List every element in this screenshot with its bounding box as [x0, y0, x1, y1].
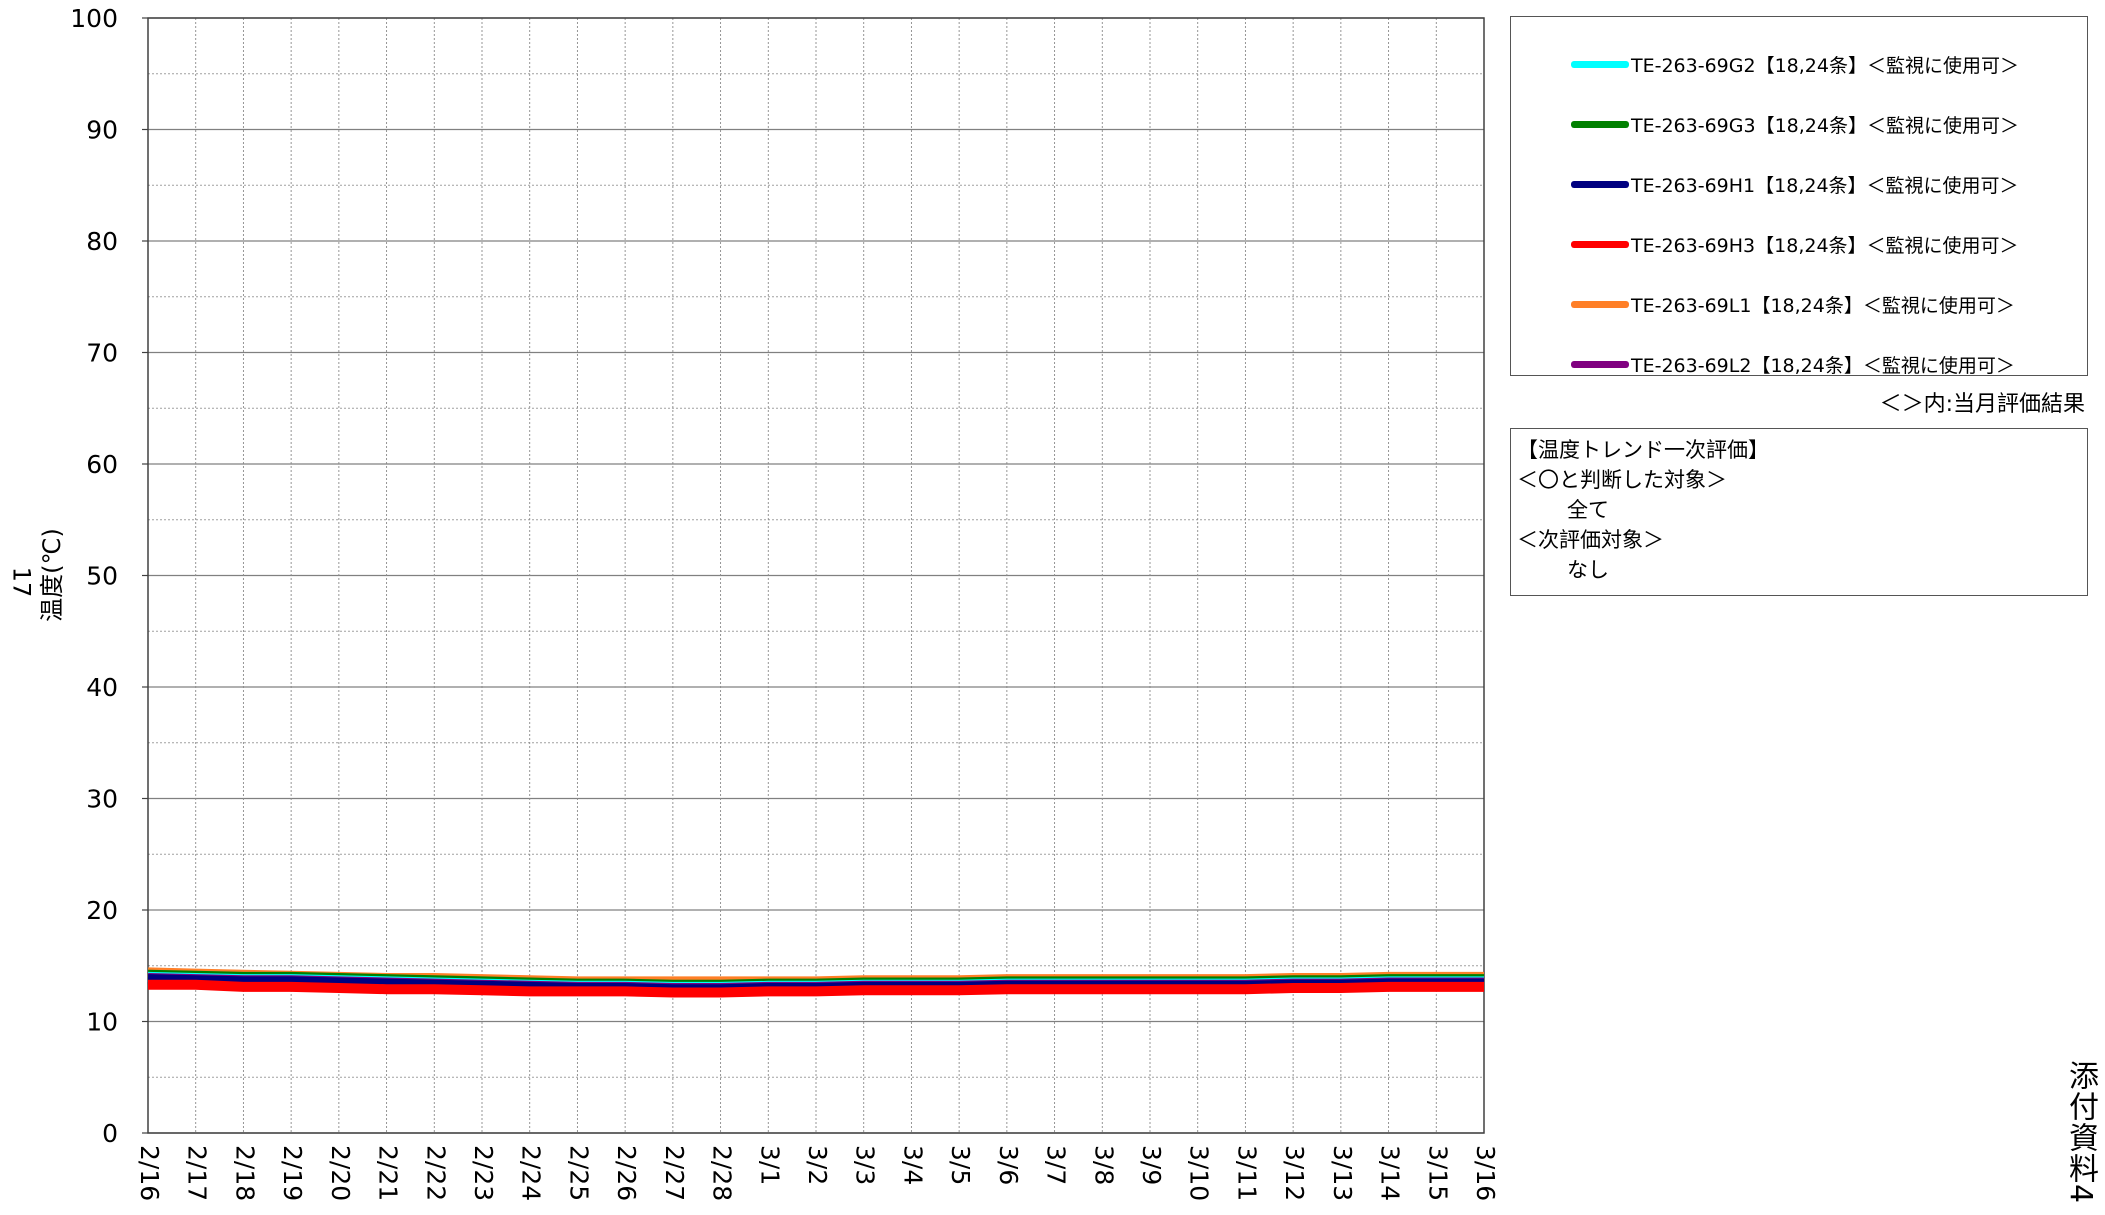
- x-tick-label: 2/24: [517, 1145, 546, 1201]
- x-tick-label: 2/20: [326, 1145, 355, 1201]
- evaluation-box: 【温度トレンド一次評価】 ＜〇と判断した対象＞ 全て ＜次評価対象＞ なし: [1510, 428, 2088, 596]
- y-axis-title: 温度(℃): [38, 528, 66, 622]
- x-tick-label: 2/26: [612, 1145, 641, 1201]
- legend-label: TE-263-69G3【18,24条】＜監視に使用可＞: [1631, 114, 2019, 137]
- x-tick-label: 3/6: [994, 1145, 1023, 1185]
- y-tick-label: 100: [70, 4, 118, 33]
- legend-label: TE-263-69L1【18,24条】＜監視に使用可＞: [1631, 294, 2015, 317]
- y-tick-label: 60: [86, 450, 118, 479]
- evaluation-next-heading: ＜次評価対象＞: [1517, 528, 1664, 552]
- legend-item: TE-263-69L2【18,24条】＜監視に使用可＞: [1571, 352, 2015, 377]
- evaluation-ok-heading: ＜〇と判断した対象＞: [1517, 468, 1727, 492]
- x-tick-label: 2/21: [374, 1145, 403, 1201]
- legend-item: TE-263-69G3【18,24条】＜監視に使用可＞: [1571, 112, 2019, 137]
- x-tick-label: 3/2: [803, 1145, 832, 1185]
- x-tick-label: 3/13: [1328, 1145, 1357, 1201]
- x-tick-label: 3/3: [851, 1145, 880, 1185]
- x-tick-label: 3/7: [1042, 1145, 1071, 1185]
- legend-label: TE-263-69G2【18,24条】＜監視に使用可＞: [1631, 54, 2019, 77]
- legend-note: ＜＞内:当月評価結果: [1879, 392, 2085, 417]
- x-tick-label: 2/16: [135, 1145, 164, 1201]
- y-tick-label: 30: [86, 785, 118, 814]
- x-tick-label: 3/10: [1185, 1145, 1214, 1201]
- evaluation-next-value: なし: [1567, 558, 1609, 582]
- x-tick-label: 3/12: [1280, 1145, 1309, 1201]
- chart-legend: TE-263-69G2【18,24条】＜監視に使用可＞ TE-263-69G3【…: [1510, 16, 2088, 377]
- y-tick-label: 50: [86, 562, 118, 591]
- x-tick-label: 2/22: [421, 1145, 450, 1201]
- x-tick-label: 2/27: [660, 1145, 689, 1201]
- legend-item: TE-263-69G2【18,24条】＜監視に使用可＞: [1571, 52, 2019, 77]
- x-tick-label: 2/18: [230, 1145, 259, 1201]
- x-tick-label: 3/16: [1471, 1145, 1500, 1201]
- y-tick-label: 40: [86, 673, 118, 702]
- x-tick-label: 2/17: [183, 1145, 212, 1201]
- evaluation-ok-value: 全て: [1567, 498, 1609, 522]
- y-tick-label: 90: [86, 116, 118, 145]
- x-tick-label: 2/25: [564, 1145, 593, 1201]
- x-tick-label: 3/14: [1376, 1145, 1405, 1201]
- attachment-label: 添付資料4: [2063, 1060, 2098, 1205]
- x-tick-label: 2/19: [278, 1145, 307, 1201]
- legend-swatch: [1571, 180, 1629, 188]
- x-tick-label: 3/4: [898, 1145, 927, 1185]
- x-tick-label: 3/11: [1232, 1145, 1261, 1201]
- y-tick-label: 0: [102, 1119, 118, 1148]
- page-number: 17: [7, 566, 36, 598]
- legend-swatch: [1571, 300, 1629, 308]
- legend-label: TE-263-69H3【18,24条】＜監視に使用可＞: [1631, 234, 2019, 257]
- legend-item: TE-263-69L1【18,24条】＜監視に使用可＞: [1571, 292, 2015, 317]
- legend-swatch: [1571, 360, 1629, 368]
- legend-label: TE-263-69L2【18,24条】＜監視に使用可＞: [1631, 354, 2015, 377]
- x-tick-label: 3/5: [946, 1145, 975, 1185]
- legend-swatch: [1571, 60, 1629, 68]
- y-tick-label: 10: [86, 1008, 118, 1037]
- x-tick-label: 3/15: [1423, 1145, 1452, 1201]
- x-tick-label: 2/28: [708, 1145, 737, 1201]
- x-tick-label: 3/8: [1089, 1145, 1118, 1185]
- legend-item: TE-263-69H3【18,24条】＜監視に使用可＞: [1571, 232, 2019, 257]
- y-tick-label: 20: [86, 896, 118, 925]
- legend-swatch: [1571, 120, 1629, 128]
- legend-label: TE-263-69H1【18,24条】＜監視に使用可＞: [1631, 174, 2019, 197]
- legend-swatch: [1571, 240, 1629, 248]
- legend-item: TE-263-69H1【18,24条】＜監視に使用可＞: [1571, 172, 2019, 197]
- series-line: [148, 979, 1484, 998]
- x-tick-label: 3/9: [1137, 1145, 1166, 1185]
- evaluation-title: 【温度トレンド一次評価】: [1517, 438, 1769, 462]
- x-tick-label: 3/1: [755, 1145, 784, 1185]
- y-tick-label: 80: [86, 227, 118, 256]
- x-tick-label: 2/23: [469, 1145, 498, 1201]
- y-tick-label: 70: [86, 339, 118, 368]
